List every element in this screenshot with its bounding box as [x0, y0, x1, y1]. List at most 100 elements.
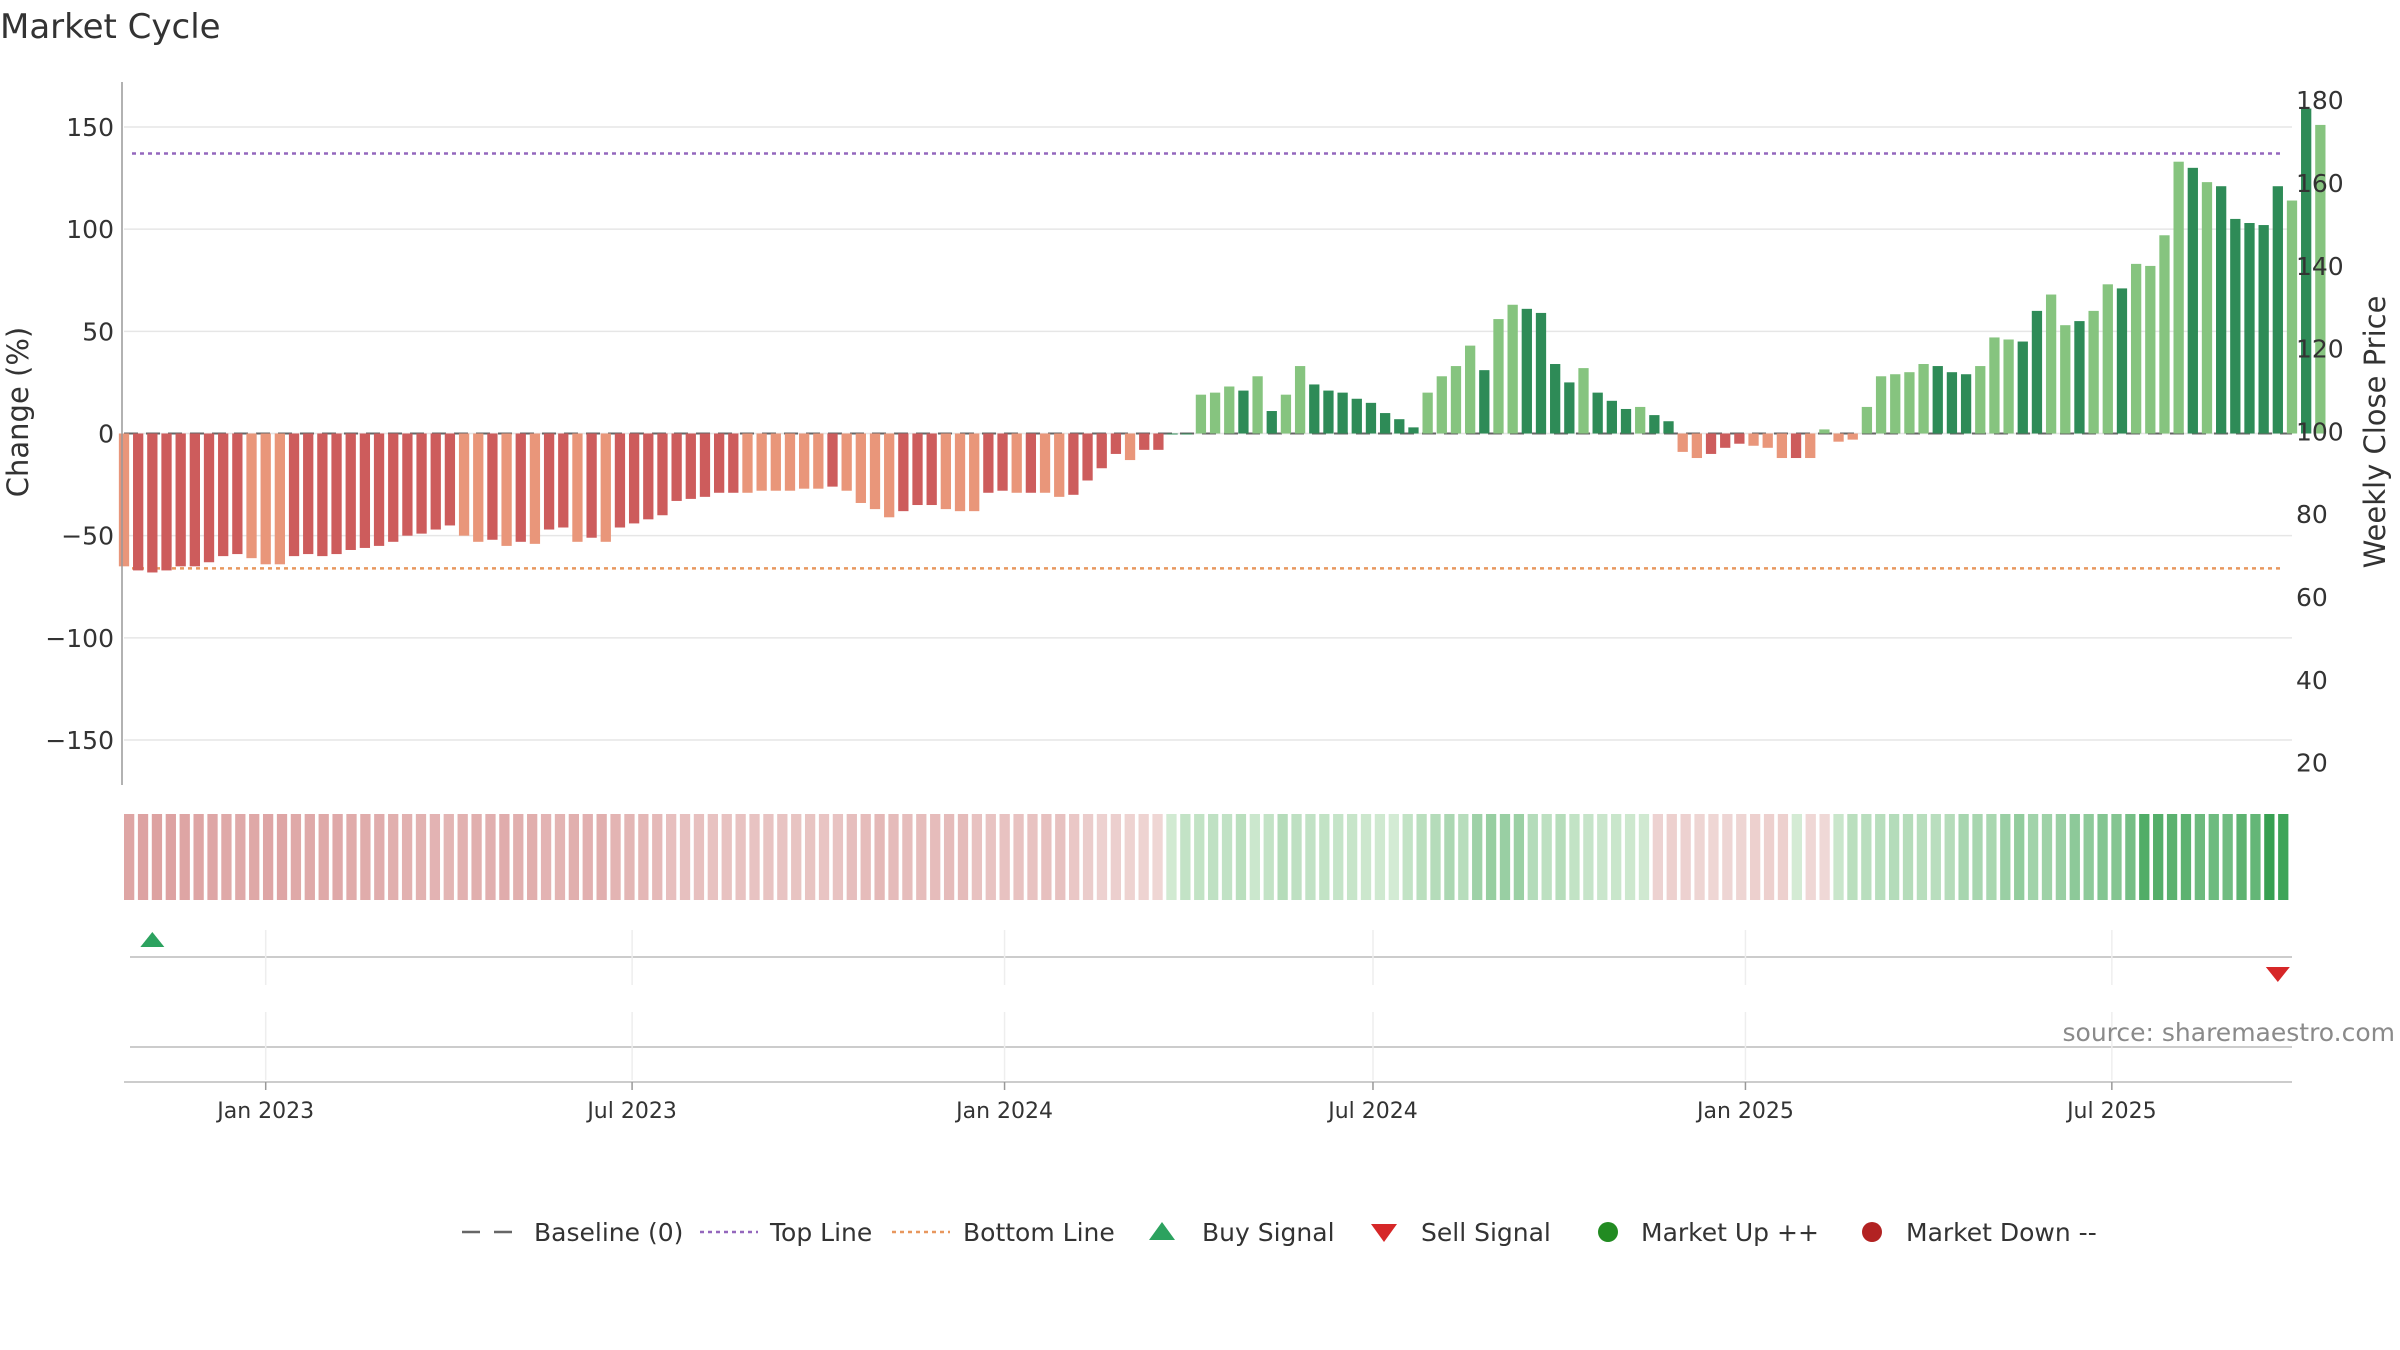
bar — [529, 433, 541, 544]
bar — [288, 433, 300, 557]
legend-symbol — [1598, 1222, 1618, 1242]
y-tick-left: −150 — [45, 726, 114, 755]
bar — [1153, 433, 1164, 450]
heat-cell — [1499, 814, 1511, 900]
heat-cell — [1360, 814, 1372, 900]
bar — [1309, 384, 1320, 434]
heat-cell — [2097, 814, 2108, 900]
heat-cell — [596, 814, 607, 900]
bar — [2102, 284, 2113, 434]
bar — [841, 433, 852, 491]
heat-cell — [235, 814, 246, 900]
x-tick-label: Jan 2025 — [1695, 1099, 1794, 1124]
heat-cell — [832, 814, 844, 900]
y-tick-right: 20 — [2296, 749, 2328, 778]
heat-cell — [707, 814, 718, 900]
bar — [685, 433, 696, 499]
bar — [2187, 167, 2198, 434]
bar — [671, 433, 682, 501]
bar — [1096, 433, 1107, 469]
bar — [430, 433, 441, 530]
bar — [1238, 390, 1249, 434]
bar — [133, 433, 144, 571]
legend-label: Sell Signal — [1421, 1218, 1551, 1247]
bar — [614, 433, 626, 528]
bar — [1904, 372, 1915, 434]
bar — [1422, 392, 1433, 434]
heat-cell — [763, 814, 774, 900]
bar — [161, 433, 172, 571]
heat-cell — [1458, 814, 1469, 900]
bar — [246, 433, 257, 559]
bar — [1450, 366, 1462, 434]
bar — [1139, 433, 1150, 450]
bar — [1266, 411, 1277, 434]
heat-cell — [2014, 814, 2025, 900]
reference-lines — [124, 152, 2292, 570]
heat-cell — [2041, 814, 2053, 900]
bar — [260, 433, 271, 565]
heat-cell — [1958, 814, 1969, 900]
y-tick-left: 0 — [98, 420, 114, 449]
legend-item: Buy Signal — [1149, 1218, 1335, 1247]
buy-signal-marker — [140, 932, 165, 947]
heat-cell — [818, 814, 830, 900]
heat-cell — [1805, 814, 1816, 900]
heat-cell — [679, 814, 691, 900]
bar — [359, 433, 371, 548]
bar — [1110, 433, 1122, 454]
heat-cell — [1847, 814, 1858, 900]
heat-cell — [1249, 814, 1260, 900]
bar — [303, 433, 314, 555]
heat-cell — [1152, 814, 1163, 900]
heat-cell — [902, 814, 913, 900]
heat-cell — [346, 814, 357, 900]
heat-cell — [1652, 814, 1664, 900]
heat-cell — [2250, 814, 2261, 900]
y-tick-right: 180 — [2296, 86, 2344, 115]
bar — [1550, 364, 1561, 434]
heat-cell — [666, 814, 677, 900]
bar — [799, 433, 810, 489]
heat-cell — [1763, 814, 1775, 900]
heat-cell — [1916, 814, 1928, 900]
bar — [1932, 366, 1943, 434]
bar — [1918, 364, 1929, 434]
heat-cell — [2264, 814, 2275, 900]
legend-item: Top Line — [700, 1218, 872, 1247]
y-tick-right: 160 — [2296, 169, 2344, 198]
heat-cell — [2180, 814, 2192, 900]
bar — [1663, 421, 1674, 434]
bar — [1960, 374, 1972, 434]
bar — [1408, 427, 1419, 434]
y-tick-right: 80 — [2296, 500, 2328, 529]
bar — [416, 433, 427, 534]
heat-cell — [249, 814, 260, 900]
heat-cell — [1597, 814, 1608, 900]
heat-cell — [1305, 814, 1316, 900]
bar — [543, 433, 555, 530]
bar — [657, 433, 668, 516]
heat-cell — [2000, 814, 2011, 900]
y-tick-left: 50 — [82, 317, 114, 346]
heat-cell — [777, 814, 788, 900]
bar — [487, 433, 498, 540]
bar — [388, 433, 399, 542]
heat-cell — [1680, 814, 1691, 900]
bar — [1989, 337, 2000, 434]
heat-cell — [290, 814, 302, 900]
bar — [2230, 218, 2241, 434]
signal-panel — [130, 930, 2292, 1080]
heat-cell — [443, 814, 454, 900]
heat-cell — [1750, 814, 1761, 900]
legend-symbol — [1371, 1224, 1397, 1242]
bar — [331, 433, 342, 555]
bar — [1635, 406, 1646, 434]
heat-cell — [388, 814, 399, 900]
bar — [912, 433, 923, 506]
x-tick-label: Jul 2025 — [2065, 1099, 2157, 1124]
bar — [1068, 433, 1079, 495]
heat-cell — [207, 814, 218, 900]
bar — [699, 433, 711, 497]
bar — [2003, 339, 2014, 434]
